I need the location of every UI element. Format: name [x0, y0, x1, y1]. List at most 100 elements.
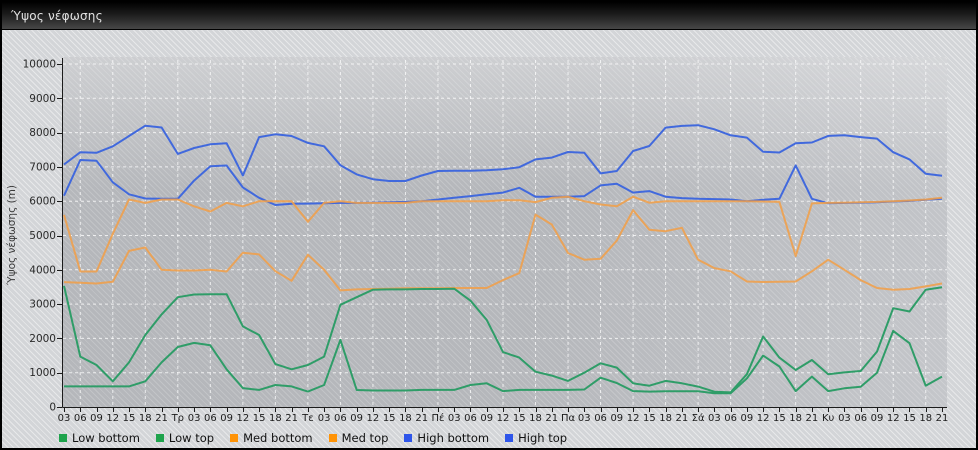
x-tick-label: 06 — [724, 413, 737, 424]
x-tick-label: 12 — [627, 413, 640, 424]
x-tick-label: 12 — [367, 413, 380, 424]
x-tick-label: 03 — [708, 413, 721, 424]
x-tick-label: 21 — [936, 413, 949, 424]
x-tick-label: 12 — [497, 413, 510, 424]
legend-label: Med top — [341, 431, 389, 445]
x-tick-label: 09 — [871, 413, 884, 424]
window-title: Ύψος νέφωσης — [11, 8, 103, 23]
legend-item-med-top: Med top — [328, 431, 389, 445]
x-tick-label: 03 — [318, 413, 331, 424]
x-tick-label: 18 — [789, 413, 802, 424]
x-tick-label: 06 — [334, 413, 347, 424]
x-tick-label: 15 — [903, 413, 916, 424]
y-tick-label: 9000 — [29, 93, 56, 105]
legend-swatch — [59, 434, 67, 442]
x-day-label: Κυ — [822, 413, 835, 424]
x-tick-label: 21 — [155, 413, 168, 424]
x-tick-label: 06 — [204, 413, 217, 424]
series-line-med-bottom — [63, 209, 943, 292]
y-tick-label: 10000 — [23, 59, 56, 71]
legend-label: High bottom — [417, 431, 490, 445]
legend-label: High top — [518, 431, 568, 445]
x-tick-label: 06 — [854, 413, 867, 424]
y-tick-label: 7000 — [29, 161, 56, 173]
y-axis-labels: 0 1000 2000 3000 4000 5000 6000 7000 8000 9000 100… — [23, 59, 56, 414]
series-line-high-top — [63, 124, 943, 182]
x-tick-label: 18 — [919, 413, 932, 424]
x-tick-label: 09 — [90, 413, 103, 424]
x-tick-label: 21 — [675, 413, 688, 424]
x-tick-label: 15 — [253, 413, 266, 424]
x-tick-label: 03 — [58, 413, 71, 424]
x-tick-label: 03 — [838, 413, 851, 424]
x-tick-label: 12 — [106, 413, 119, 424]
x-tick-label: 12 — [887, 413, 900, 424]
x-tick-label: 15 — [643, 413, 656, 424]
x-tick-label: 09 — [220, 413, 233, 424]
x-tick-label: 21 — [545, 413, 558, 424]
x-tick-label: 09 — [741, 413, 754, 424]
x-tick-label: 03 — [448, 413, 461, 424]
x-tick-label: 21 — [415, 413, 428, 424]
legend-swatch — [155, 434, 164, 442]
x-tick-label: 15 — [513, 413, 526, 424]
series-line-med-top — [63, 195, 943, 273]
y-tick-label: 1000 — [29, 367, 56, 379]
x-tick-label: 09 — [610, 413, 623, 424]
series-line-low-top — [63, 285, 943, 394]
window-titlebar: Ύψος νέφωσης — [2, 2, 976, 30]
legend-swatch — [230, 434, 239, 442]
legend-label: Med bottom — [243, 431, 313, 445]
x-tick-label: 06 — [594, 413, 607, 424]
legend-item-low-top: Low top — [155, 431, 215, 445]
legend-item-low-bottom: Low bottom — [59, 431, 140, 445]
legend-item-high-top: High top — [505, 431, 567, 445]
legend-label: Low bottom — [72, 431, 140, 445]
chart-area: Ύψος νέφωσης (m) 0 1000 2000 3000 4000 5000 60… — [2, 30, 976, 448]
legend: Low bottom Low top Med bottom Med top High b… — [59, 431, 567, 445]
x-day-label: Πα — [561, 413, 576, 424]
y-tick-label: 2000 — [29, 333, 56, 345]
legend-swatch — [328, 434, 337, 442]
x-tick-label: 21 — [806, 413, 819, 424]
x-day-label: Τρ — [171, 413, 184, 424]
x-tick-label: 18 — [399, 413, 412, 424]
y-tick-label: 8000 — [29, 127, 56, 139]
legend-swatch — [404, 434, 413, 442]
x-tick-label: 12 — [236, 413, 249, 424]
x-day-label: Τε — [301, 413, 314, 424]
y-tick-label: 6000 — [29, 196, 56, 208]
x-tick-label: 09 — [350, 413, 363, 424]
chart-canvas: Ύψος νέφωσης (m) 0 1000 2000 3000 4000 5000 60… — [6, 58, 949, 424]
y-tick-label: 4000 — [29, 264, 56, 276]
x-tick-label: 18 — [269, 413, 282, 424]
x-tick-label: 09 — [480, 413, 493, 424]
y-tick-label: 5000 — [29, 230, 56, 242]
axes — [57, 58, 947, 412]
x-tick-label: 12 — [757, 413, 770, 424]
y-tick-label: 0 — [49, 402, 56, 414]
series-line-high-bottom — [63, 159, 943, 206]
legend-swatch — [505, 434, 514, 442]
x-day-label: Σά — [692, 412, 705, 424]
legend-item-high-bottom: High bottom — [404, 431, 489, 445]
plot-background — [62, 57, 947, 408]
x-tick-label: 06 — [464, 413, 477, 424]
x-tick-label: 18 — [139, 413, 152, 424]
legend-label: Low top — [168, 431, 215, 445]
x-tick-label: 18 — [659, 413, 672, 424]
x-axis-labels: 03 06 09 12 15 18 21 Τρ 03 06 09 12 15 18 21 Τε 03 06 09 12… — [58, 412, 949, 424]
x-tick-label: 15 — [773, 413, 786, 424]
x-tick-label: 15 — [123, 413, 136, 424]
x-day-label: Πέ — [431, 412, 444, 424]
x-tick-label: 15 — [383, 413, 396, 424]
x-tick-label: 03 — [578, 413, 591, 424]
y-tick-label: 3000 — [29, 299, 56, 311]
series-line-low-bottom — [64, 329, 943, 395]
x-tick-label: 18 — [529, 413, 542, 424]
y-axis-title: Ύψος νέφωσης (m) — [6, 185, 18, 286]
legend-item-med-bottom: Med bottom — [230, 431, 313, 445]
x-tick-label: 06 — [74, 413, 87, 424]
x-tick-label: 03 — [188, 413, 201, 424]
x-tick-label: 21 — [285, 413, 298, 424]
